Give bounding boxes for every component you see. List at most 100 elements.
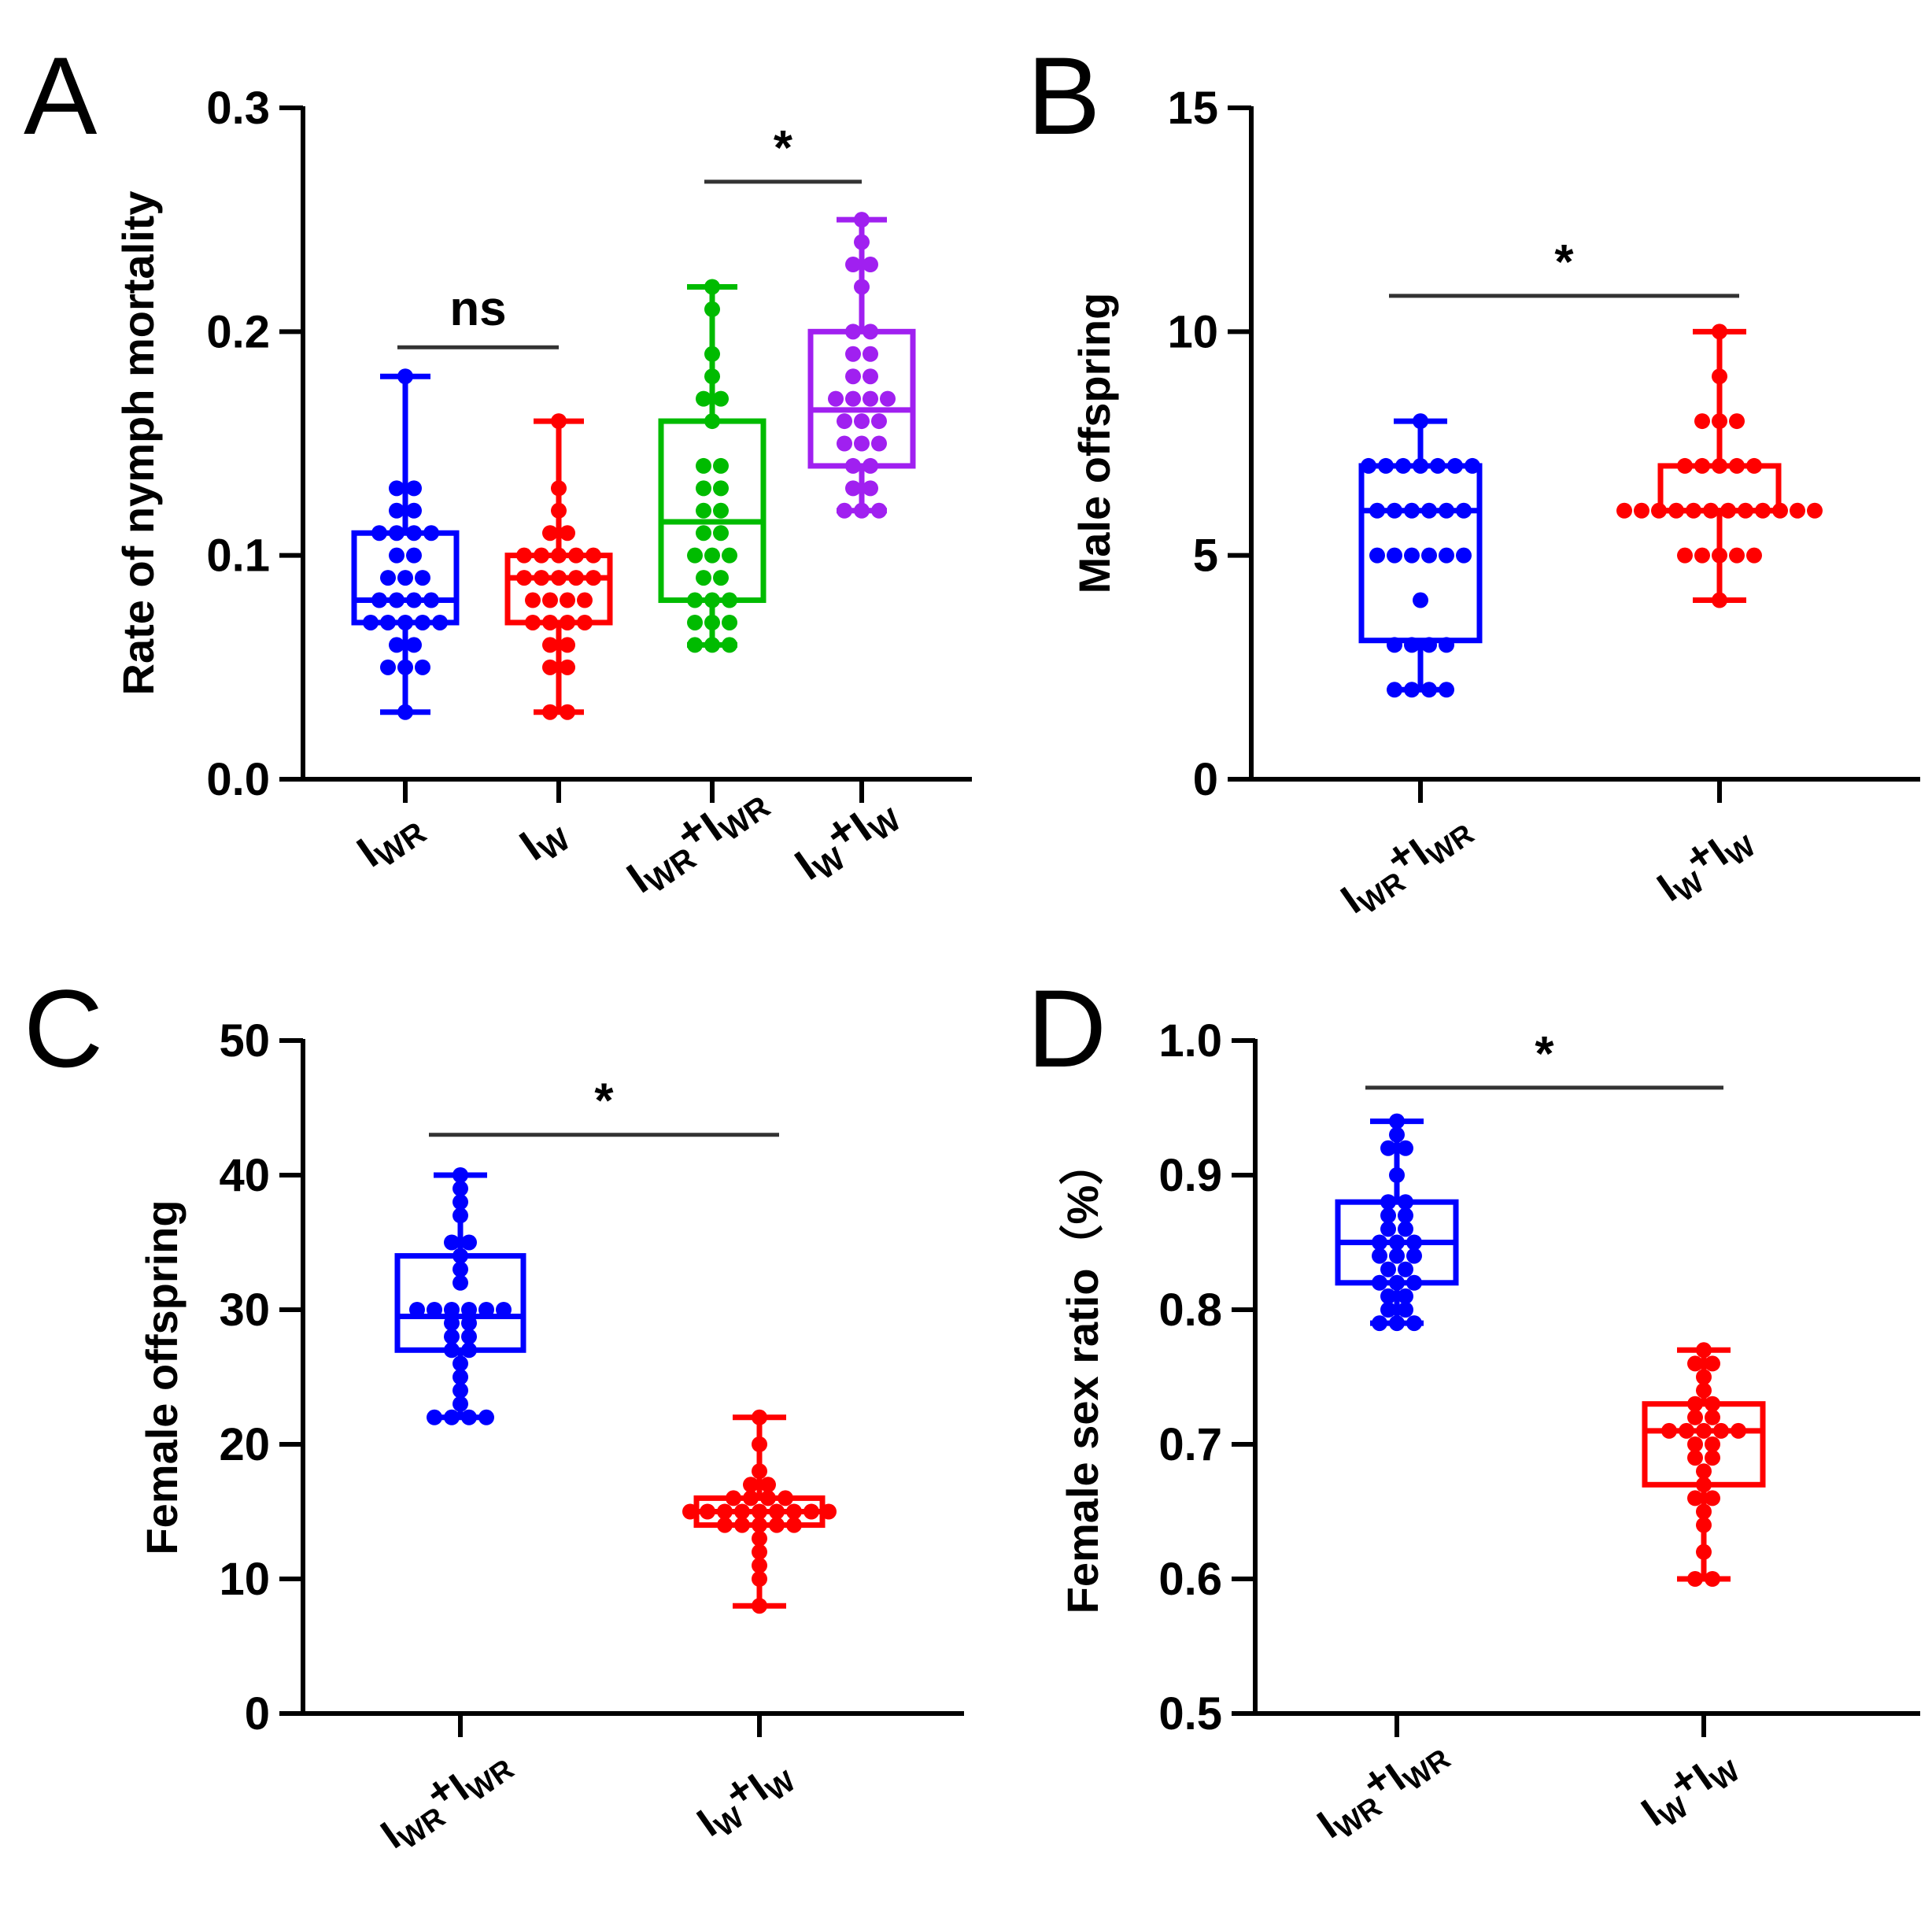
x-category-label: IW+IW (781, 779, 907, 894)
data-point (752, 1409, 767, 1425)
data-point (406, 637, 422, 653)
data-point (713, 390, 729, 407)
data-point (444, 1342, 460, 1359)
data-point (461, 1329, 477, 1345)
data-point (1790, 502, 1805, 519)
data-point (1398, 1288, 1413, 1304)
data-point (722, 592, 737, 608)
data-point (1380, 1288, 1396, 1304)
data-point (516, 547, 532, 564)
data-point (1705, 1355, 1720, 1372)
data-point (461, 1302, 477, 1318)
data-point (461, 1234, 477, 1251)
x-category-label: IWR+IWR (1305, 1721, 1456, 1851)
data-point (687, 592, 703, 608)
data-point (722, 547, 737, 564)
data-point (687, 547, 703, 564)
data-point (1447, 457, 1463, 474)
data-point (542, 614, 558, 630)
data-point (696, 390, 711, 407)
data-point (542, 637, 558, 653)
data-point (713, 457, 729, 474)
panel-b: B 0 5 10 15 Male offspring IWR+IWR IW+IW * (1027, 34, 1920, 922)
data-point (453, 1369, 468, 1385)
data-point (551, 502, 567, 519)
data-point (704, 614, 720, 630)
data-point (1439, 682, 1454, 698)
data-point (453, 1355, 468, 1372)
data-point (444, 1234, 460, 1251)
data-point (1439, 502, 1454, 519)
data-point (1651, 502, 1667, 519)
data-point (752, 1543, 767, 1560)
data-point (1696, 1543, 1712, 1560)
data-point (696, 525, 711, 542)
x-category-label: IW+IW (685, 1743, 801, 1850)
data-point (389, 525, 405, 542)
data-point (1703, 502, 1719, 519)
significance-label: * (1535, 1027, 1554, 1081)
data-point (397, 659, 413, 675)
panel-letter: B (1027, 34, 1100, 157)
data-point (1668, 502, 1684, 519)
data-point (704, 592, 720, 608)
y-tick-label: 0.8 (1158, 1285, 1222, 1336)
data-point (1456, 547, 1472, 564)
data-point (1687, 1396, 1703, 1412)
data-point (551, 547, 567, 564)
significance-label: * (594, 1074, 614, 1129)
panel-c: C 0 10 20 30 40 50 Female offspring IWR+IWR IW+IW… (24, 967, 964, 1858)
data-point (478, 1302, 494, 1318)
panel-letter: C (24, 967, 103, 1090)
data-point (1421, 502, 1437, 519)
data-point (1705, 1571, 1720, 1587)
data-point (1687, 1450, 1703, 1466)
data-point (786, 1503, 802, 1520)
x-category-label: IWR (348, 799, 433, 882)
data-point (1696, 1517, 1712, 1533)
data-point (1398, 1261, 1413, 1277)
data-point (1406, 1274, 1422, 1291)
y-tick-label: 15 (1167, 83, 1218, 134)
data-point (1746, 457, 1762, 474)
data-point (1404, 547, 1420, 564)
data-point (427, 1409, 442, 1425)
data-point (704, 346, 720, 362)
data-point (871, 435, 887, 452)
data-point (687, 614, 703, 630)
data-point (1378, 457, 1394, 474)
data-point (389, 547, 405, 564)
data-point (444, 1315, 460, 1332)
data-point (1687, 1436, 1703, 1452)
box (807, 328, 916, 469)
data-point (734, 1503, 750, 1520)
data-point (560, 704, 575, 720)
data-point (551, 570, 567, 586)
data-point (577, 592, 593, 608)
data-point (1696, 1477, 1712, 1493)
data-point (1696, 1369, 1712, 1385)
data-point (1380, 1207, 1396, 1224)
data-point (453, 1382, 468, 1399)
significance-bracket: * (429, 1074, 779, 1137)
data-point (1369, 547, 1385, 564)
group-iw-plus-iw: IW+IW (1634, 1342, 1766, 1836)
y-tick-label: 0.9 (1158, 1150, 1222, 1201)
data-point (734, 1517, 750, 1533)
group-iw-plus-iw: IW+IW (781, 212, 916, 894)
data-point (453, 1274, 468, 1291)
data-point (409, 1302, 425, 1318)
data-point (1687, 1355, 1703, 1372)
data-point (1705, 1396, 1720, 1412)
data-point (871, 413, 887, 430)
data-point (828, 390, 844, 407)
data-point (1712, 547, 1727, 564)
data-point (415, 614, 430, 630)
y-axis-title: Rate of nymph mortality (113, 191, 163, 696)
data-point (1686, 502, 1701, 519)
data-point (406, 525, 422, 542)
data-point (1705, 1436, 1720, 1452)
data-point (1705, 1490, 1720, 1506)
data-point (713, 480, 729, 497)
x-category-label: IW+IW (1645, 808, 1761, 915)
